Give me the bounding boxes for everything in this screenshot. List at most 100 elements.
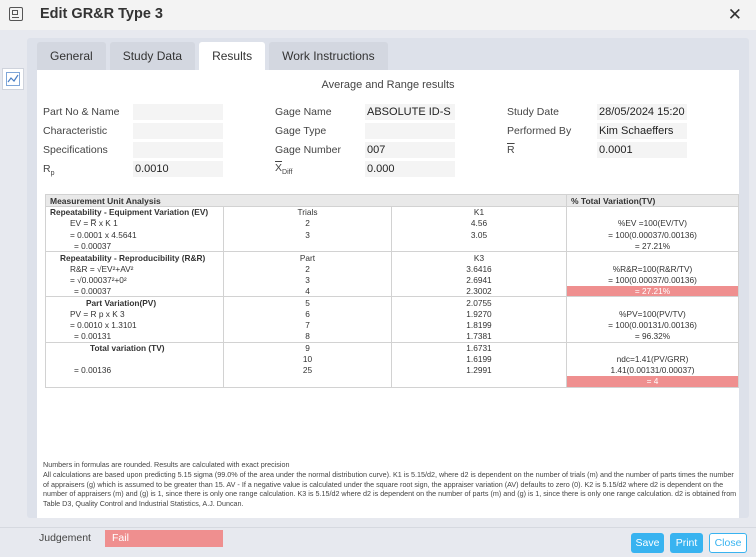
- table-cell: [391, 240, 567, 253]
- specifications-label: Specifications: [43, 144, 108, 156]
- table-cell: Part: [223, 251, 392, 263]
- ndc-highlight: = 4: [566, 375, 739, 388]
- table-cell: 2: [223, 262, 392, 275]
- table-cell: 1.2991: [391, 364, 567, 376]
- table-cell: [223, 375, 392, 388]
- section-title: Average and Range results: [321, 79, 455, 91]
- table-cell: K1: [391, 206, 567, 218]
- table-cell: 8: [223, 330, 392, 343]
- table-row: = 0.0001 x 4.5641 3 3.05 = 100(0.00037/0…: [45, 229, 739, 241]
- gage-type-label: Gage Type: [275, 125, 327, 137]
- table-cell: = 100(0.00131/0.00136): [566, 319, 739, 331]
- part-no-label: Part No & Name: [43, 106, 120, 118]
- table-cell: 2.6941: [391, 274, 567, 286]
- table-header-row: Measurement Unit Analysis % Total Variat…: [45, 194, 739, 207]
- chart-tool-button[interactable]: [2, 68, 24, 90]
- gage-number-box: [365, 142, 455, 158]
- close-button[interactable]: Close: [709, 533, 747, 553]
- performed-by-box: [597, 123, 687, 139]
- table-cell: 25: [223, 364, 392, 376]
- table-cell: 5: [223, 296, 392, 309]
- table-cell: = 0.00037: [45, 285, 224, 298]
- xdiff-value: 0.000: [367, 163, 395, 175]
- table-cell: 1.6199: [391, 353, 567, 365]
- table-row: EV = R̅ x K 1 2 4.56 %EV =100(EV/TV): [45, 217, 739, 230]
- rbar-value: 0.0001: [599, 144, 633, 156]
- study-date-label: Study Date: [507, 106, 559, 118]
- table-cell: [566, 251, 739, 263]
- study-date-box: [597, 104, 687, 120]
- table-row: Part Variation(PV) 5 2.0755: [45, 296, 739, 309]
- table-cell: [566, 206, 739, 218]
- table-row: 10 1.6199 ndc=1.41(PV/GRR): [45, 353, 739, 365]
- judgement-value: Fail: [105, 530, 223, 547]
- gage-type-value: [365, 123, 455, 139]
- rp-value-box: [133, 161, 223, 177]
- table-row: Repeatability - Equipment Variation (EV)…: [45, 206, 739, 218]
- table-cell: %R&R=100(R&R/TV): [566, 262, 739, 275]
- title-bar: Edit GR&R Type 3 ✕: [0, 0, 756, 30]
- table-cell: = 0.00136: [45, 364, 224, 376]
- rp-value: 0.0010: [135, 163, 169, 175]
- tab-study-data[interactable]: Study Data: [109, 42, 196, 70]
- table-row: = 4: [45, 375, 739, 388]
- xdiff-label: XDiff: [275, 162, 292, 176]
- notes-line-1: Numbers in formulas are rounded. Results…: [43, 460, 290, 469]
- characteristic-label: Characteristic: [43, 125, 108, 137]
- rr-percent-highlight: = 27.21%: [566, 285, 739, 298]
- table-row: = 0.00131 8 1.7381 = 96.32%: [45, 330, 739, 343]
- gage-name-value: ABSOLUTE ID-S: [367, 106, 451, 118]
- gage-number-value: 007: [367, 144, 386, 156]
- gage-name-box: [365, 104, 455, 120]
- dialog-icon: [9, 7, 23, 21]
- table-row: PV = R p x K 3 6 1.9270 %PV=100(PV/TV): [45, 308, 739, 320]
- table-cell: = 0.0010 x 1.3101: [45, 319, 224, 331]
- specifications-value: [133, 142, 223, 158]
- judgement-label: Judgement: [39, 532, 91, 544]
- table-cell: 10: [223, 353, 392, 365]
- notes-line-2: All calculations are based upon predicti…: [43, 469, 737, 509]
- characteristic-value: [133, 123, 223, 139]
- tab-general[interactable]: General: [37, 42, 106, 70]
- results-content: Average and Range results Part No & Name…: [37, 70, 739, 547]
- table-cell: = 0.00037: [45, 240, 224, 253]
- close-icon[interactable]: ✕: [727, 5, 742, 24]
- table-row: Repeatability - Reproducibility (R&R) Pa…: [45, 251, 739, 263]
- table-row: = 0.00037 = 27.21%: [45, 240, 739, 253]
- performed-by-value: Kim Schaeffers: [599, 125, 674, 137]
- save-button[interactable]: Save: [631, 533, 664, 553]
- table-cell: 1.8199: [391, 319, 567, 331]
- table-cell: 4.56: [391, 217, 567, 230]
- table-cell: 4: [223, 285, 392, 298]
- chart-icon: [6, 72, 20, 86]
- table-cell: 9: [223, 342, 392, 354]
- tab-work-instructions[interactable]: Work Instructions: [269, 42, 388, 70]
- table-cell: [566, 296, 739, 309]
- table-row: = √0.00037²+0² 3 2.6941 = 100(0.00037/0.…: [45, 274, 739, 286]
- table-row: R&R = √EV²+AV² 2 3.6416 %R&R=100(R&R/TV): [45, 262, 739, 275]
- measurement-unit-analysis-table: Measurement Unit Analysis % Total Variat…: [45, 194, 739, 388]
- table-cell: = 27.21%: [566, 240, 739, 253]
- table-cell: = 96.32%: [566, 330, 739, 343]
- print-button[interactable]: Print: [670, 533, 703, 553]
- xdiff-box: [365, 161, 455, 177]
- table-cell: [223, 240, 392, 253]
- dialog-title: Edit GR&R Type 3: [40, 6, 163, 22]
- rp-label: Rp: [43, 163, 55, 177]
- gage-number-label: Gage Number: [275, 144, 341, 156]
- table-cell: = 100(0.00037/0.00136): [566, 274, 739, 286]
- table-cell: PV = R p x K 3: [45, 308, 224, 320]
- table-cell: Trials: [223, 206, 392, 218]
- table-cell: [45, 353, 224, 365]
- table-cell: EV = R̅ x K 1: [45, 217, 224, 230]
- table-cell: = 100(0.00037/0.00136): [566, 229, 739, 241]
- table-cell: K3: [391, 251, 567, 263]
- table-cell: 1.7381: [391, 330, 567, 343]
- table-cell: %EV =100(EV/TV): [566, 217, 739, 230]
- tab-results[interactable]: Results: [199, 42, 266, 70]
- table-cell: %PV=100(PV/TV): [566, 308, 739, 320]
- xdiff-label-text: X: [275, 162, 283, 174]
- performed-by-label: Performed By: [507, 125, 572, 137]
- table-cell: [45, 375, 224, 388]
- rp-label-text: R: [43, 163, 51, 175]
